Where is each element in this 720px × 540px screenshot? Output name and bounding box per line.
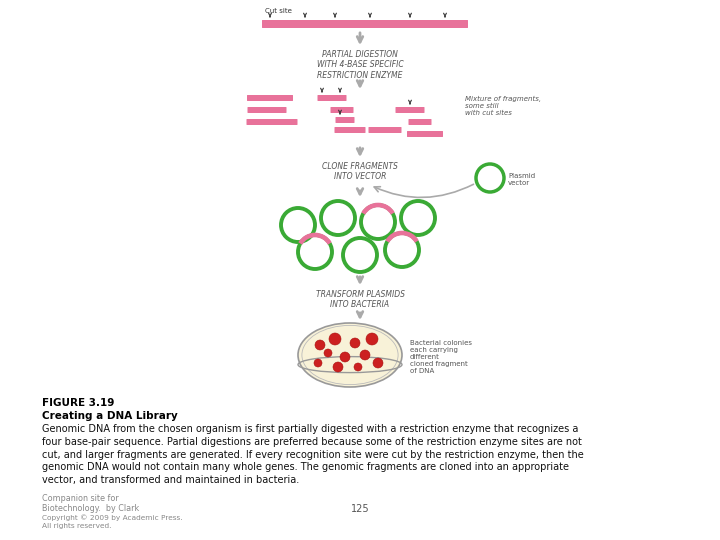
Circle shape <box>333 362 343 372</box>
Text: All rights reserved.: All rights reserved. <box>42 523 112 529</box>
Text: PARTIAL DIGESTION
WITH 4-BASE SPECIFIC
RESTRICTION ENZYME: PARTIAL DIGESTION WITH 4-BASE SPECIFIC R… <box>317 50 403 80</box>
Text: Creating a DNA Library: Creating a DNA Library <box>42 411 178 421</box>
Circle shape <box>350 338 360 348</box>
Circle shape <box>314 359 322 367</box>
Text: Genomic DNA from the chosen organism is first partially digested with a restrict: Genomic DNA from the chosen organism is … <box>42 424 584 485</box>
FancyBboxPatch shape <box>395 107 425 113</box>
FancyBboxPatch shape <box>248 107 287 113</box>
FancyBboxPatch shape <box>330 107 354 113</box>
Circle shape <box>354 363 362 371</box>
Text: FIGURE 3.19: FIGURE 3.19 <box>42 398 114 408</box>
FancyBboxPatch shape <box>369 127 402 133</box>
FancyBboxPatch shape <box>408 119 431 125</box>
Circle shape <box>315 340 325 350</box>
FancyBboxPatch shape <box>335 127 366 133</box>
Ellipse shape <box>298 323 402 387</box>
Text: Mixture of fragments,
some still
with cut sites: Mixture of fragments, some still with cu… <box>465 96 541 116</box>
Circle shape <box>373 358 383 368</box>
Text: CLONE FRAGMENTS
INTO VECTOR: CLONE FRAGMENTS INTO VECTOR <box>322 162 398 181</box>
Text: Biotechnology.  by Clark: Biotechnology. by Clark <box>42 504 139 513</box>
FancyBboxPatch shape <box>407 131 443 137</box>
Text: 125: 125 <box>351 504 369 514</box>
Circle shape <box>324 349 332 357</box>
Circle shape <box>329 333 341 345</box>
FancyBboxPatch shape <box>247 95 293 101</box>
Text: Copyright © 2009 by Academic Press.: Copyright © 2009 by Academic Press. <box>42 514 183 521</box>
Text: Companion site for: Companion site for <box>42 494 119 503</box>
Text: TRANSFORM PLASMIDS
INTO BACTERIA: TRANSFORM PLASMIDS INTO BACTERIA <box>315 290 405 309</box>
FancyBboxPatch shape <box>262 20 468 28</box>
FancyBboxPatch shape <box>336 117 354 123</box>
Text: Plasmid
vector: Plasmid vector <box>508 173 535 186</box>
Circle shape <box>340 352 350 362</box>
Text: Bacterial colonies
each carrying
different
cloned fragment
of DNA: Bacterial colonies each carrying differe… <box>410 340 472 374</box>
Circle shape <box>360 350 370 360</box>
Text: Cut site: Cut site <box>265 8 292 14</box>
Circle shape <box>366 333 378 345</box>
FancyBboxPatch shape <box>246 119 297 125</box>
FancyBboxPatch shape <box>318 95 346 101</box>
